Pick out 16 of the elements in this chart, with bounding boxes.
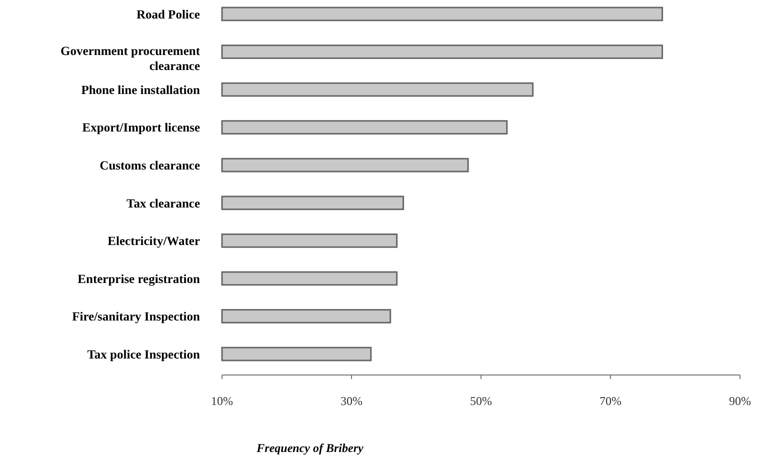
x-tick-label: 30% bbox=[340, 394, 362, 408]
y-tick-label: Electricity/Water bbox=[108, 234, 200, 248]
x-axis-title: Frequency of Bribery bbox=[256, 441, 364, 455]
y-tick-label: Phone line installation bbox=[81, 82, 200, 97]
x-tick-label: 70% bbox=[600, 394, 622, 408]
x-tick-label: 90% bbox=[729, 394, 751, 408]
y-tick-label: Customs clearance bbox=[100, 158, 200, 172]
y-tick-label: Road Police bbox=[136, 7, 200, 22]
y-tick-label: Tax clearance bbox=[126, 196, 200, 210]
y-tick-label: Fire/sanitary Inspection bbox=[72, 310, 200, 324]
y-tick-label: Government procurement clearance bbox=[60, 44, 201, 74]
x-tick-label: 10% bbox=[211, 394, 233, 408]
y-tick-label: Export/Import license bbox=[82, 120, 200, 135]
y-tick-label: Tax police Inspection bbox=[87, 347, 200, 362]
x-tick-label: 50% bbox=[470, 394, 492, 408]
y-tick-label: Enterprise registration bbox=[78, 272, 200, 286]
